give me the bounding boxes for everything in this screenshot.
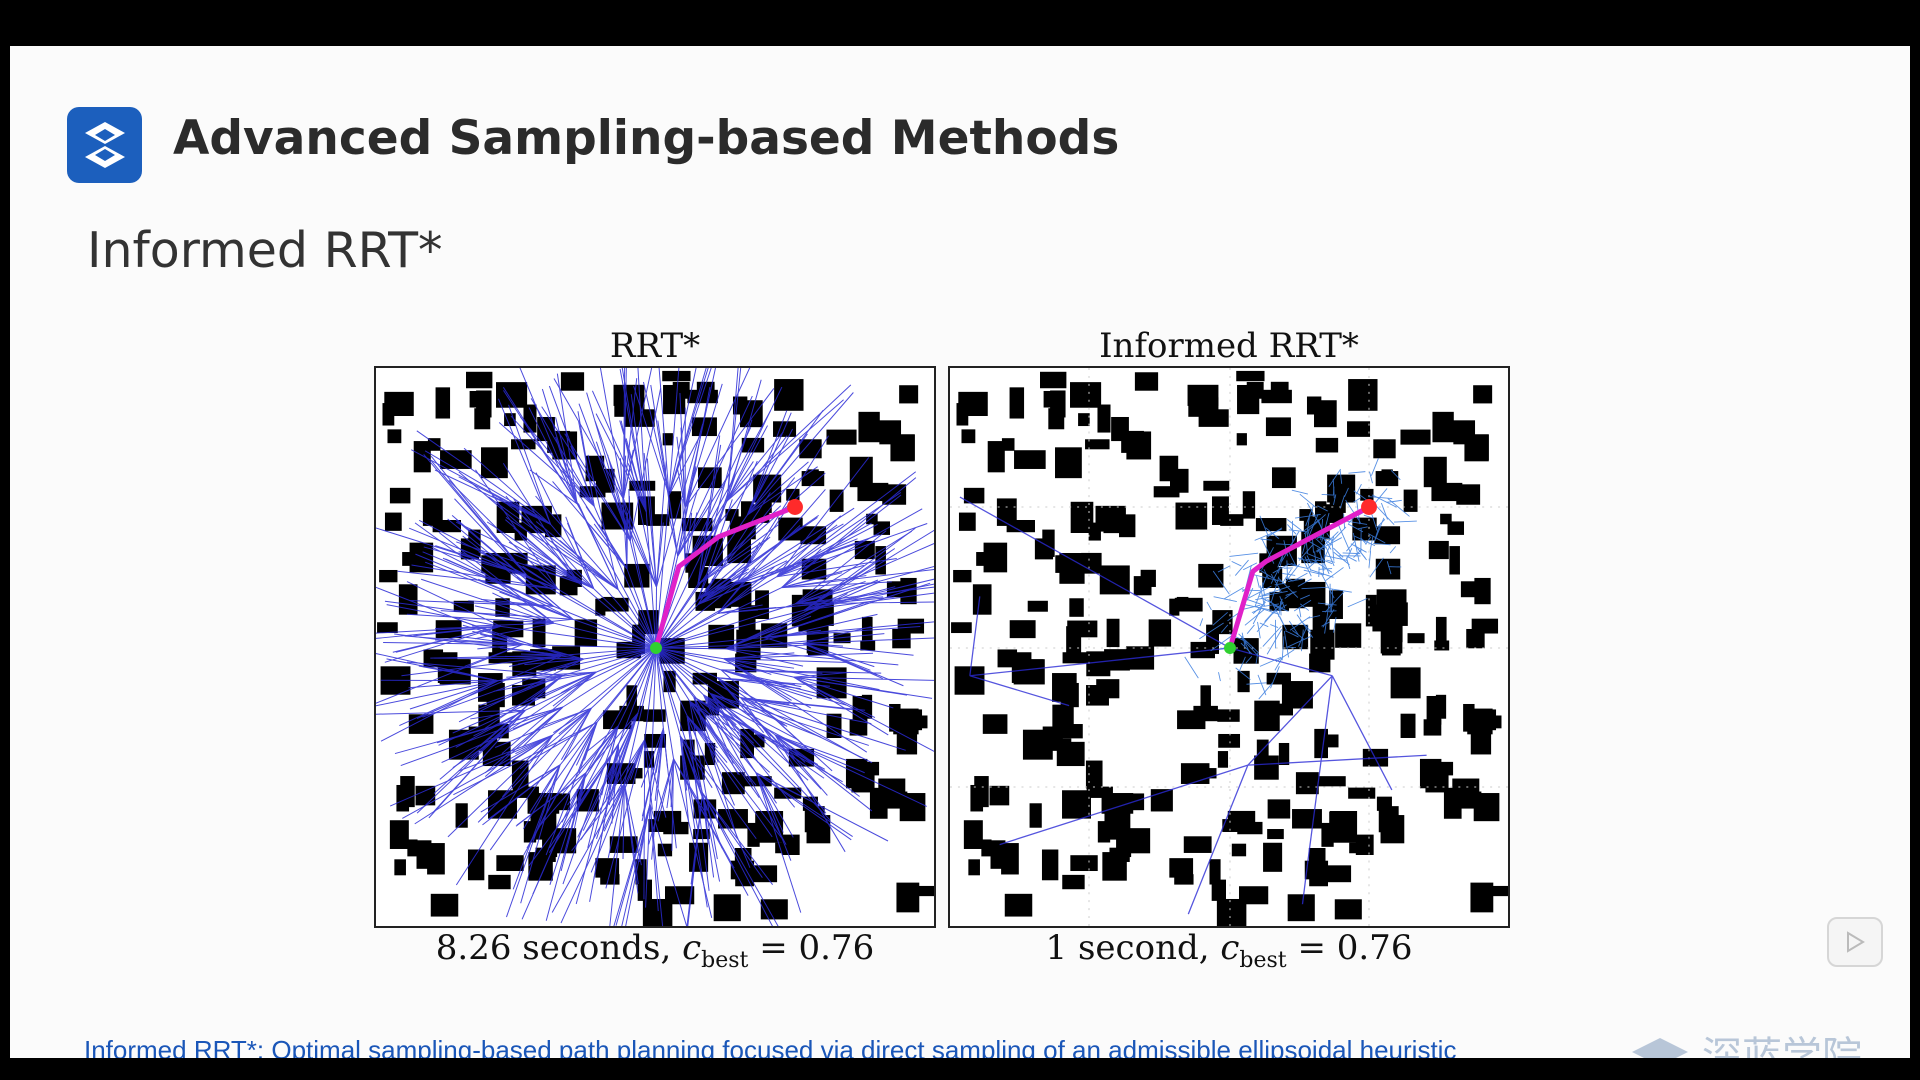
- solution-path: [653, 504, 796, 649]
- rrt-tree: [376, 368, 934, 926]
- watermark: 深蓝学院: [1630, 1024, 1862, 1058]
- left-caption-suffix: = 0.76: [748, 928, 875, 968]
- rrt-star-plot: [374, 366, 936, 928]
- slide-subtitle: Informed RRT*: [87, 222, 443, 279]
- right-caption: 1 second, cbest = 0.76: [948, 928, 1510, 973]
- solution-path: [1227, 504, 1371, 649]
- goal-point: [1361, 499, 1377, 515]
- slide: Advanced Sampling-based Methods Informed…: [10, 46, 1910, 1058]
- play-icon: [1847, 931, 1865, 953]
- informed-rrt-star-plot: [948, 366, 1510, 928]
- reference-link[interactable]: Informed RRT*: Optimal sampling-based pa…: [84, 1035, 1457, 1058]
- start-point: [1224, 642, 1236, 654]
- start-point: [650, 642, 662, 654]
- obstacles: [951, 370, 1508, 926]
- rrt-star-plot-svg: [376, 368, 934, 926]
- play-button[interactable]: [1827, 917, 1883, 967]
- bottom-black-bar: [0, 1058, 1920, 1080]
- right-caption-suffix: = 0.76: [1286, 928, 1413, 968]
- left-caption-sub: best: [701, 948, 749, 973]
- informed-tree: [1184, 458, 1417, 700]
- informed-rrt-star-plot-svg: [950, 368, 1508, 926]
- left-panel-title: RRT*: [609, 326, 701, 366]
- watermark-logo-icon: [1632, 1038, 1688, 1058]
- left-caption: 8.26 seconds, cbest = 0.76: [374, 928, 936, 973]
- right-caption-sub: best: [1239, 948, 1287, 973]
- goal-point: [787, 499, 803, 515]
- top-black-bar: [0, 0, 1920, 20]
- right-caption-var: c: [1220, 928, 1240, 968]
- right-caption-prefix: 1 second,: [1045, 928, 1221, 968]
- left-caption-prefix: 8.26 seconds,: [435, 928, 683, 968]
- watermark-text: 深蓝学院: [1702, 1034, 1862, 1058]
- sparse-tree: [959, 496, 1427, 915]
- slide-title: Advanced Sampling-based Methods: [173, 111, 1120, 166]
- right-panel-title: Informed RRT*: [1099, 326, 1359, 366]
- left-caption-var: c: [682, 928, 702, 968]
- s-logo-icon: [67, 107, 142, 183]
